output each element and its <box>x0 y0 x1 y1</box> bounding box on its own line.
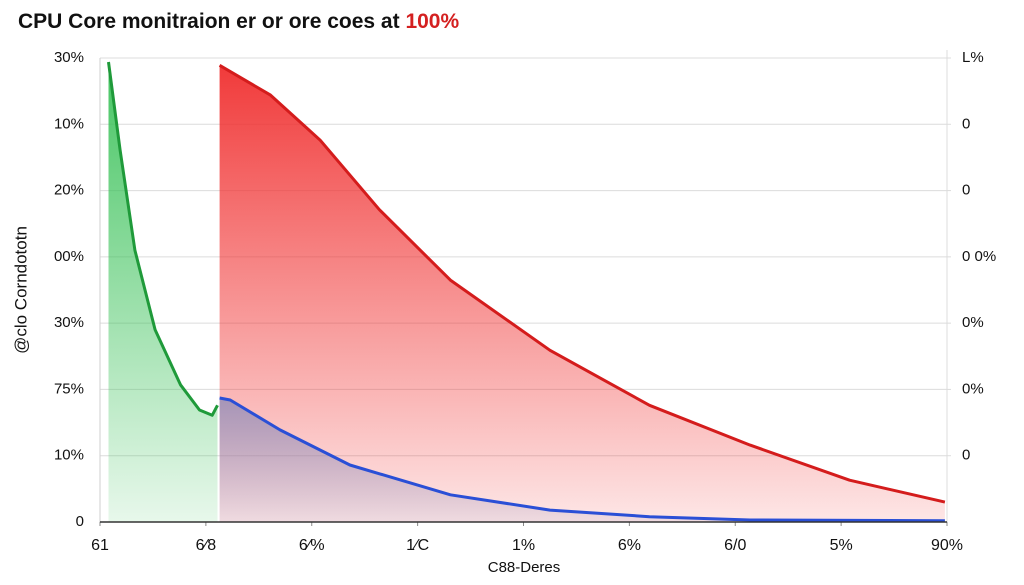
y2-tick-label: L% <box>962 49 984 66</box>
y-tick-label: 10% <box>54 447 84 464</box>
line <box>219 396 945 523</box>
x-tick-label: 6⁄8 <box>196 537 217 554</box>
area <box>219 65 945 523</box>
title-text: CPU Core monitraion er or ore coes at <box>18 10 405 33</box>
y-tick-label: 0 <box>76 513 84 530</box>
y2-tick-label: 0 <box>962 447 970 464</box>
x-tick-label: 6% <box>618 537 641 554</box>
x-tick-label: 1⁄C <box>406 537 429 554</box>
x-tick-label: 90% <box>931 537 963 554</box>
y2-tick-label: 0% <box>962 380 984 397</box>
x-tick-label: 6/0 <box>724 537 746 554</box>
y2-tick-label: 0 <box>962 182 970 199</box>
y2-tick-label: 0 <box>962 115 970 132</box>
y-tick-label: 20% <box>54 182 84 199</box>
chart-title: CPU Core monitraion er or ore coes at 10… <box>18 10 459 33</box>
y2-tick-label: 0 0% <box>962 248 996 265</box>
y-tick-label: 00% <box>54 248 84 265</box>
y-tick-label: 30% <box>54 314 84 331</box>
y-tick-label: 10% <box>54 115 84 132</box>
x-axis-label: C88-Deres <box>488 559 561 576</box>
y-axis-label: @clo Corndototn <box>11 226 30 354</box>
x-tick-label: 61 <box>91 537 109 554</box>
area <box>219 398 945 522</box>
y-tick-label: 30% <box>54 49 84 66</box>
line <box>218 64 946 504</box>
y2-tick-label: 0% <box>962 314 984 331</box>
x-tick-label: 6⁄% <box>299 537 325 554</box>
line <box>107 61 219 417</box>
area <box>108 62 218 522</box>
x-tick-label: 5% <box>830 537 853 554</box>
x-tick-label: 1% <box>512 537 535 554</box>
title-highlight: 100% <box>405 10 459 33</box>
y-tick-label: 75% <box>54 380 84 397</box>
